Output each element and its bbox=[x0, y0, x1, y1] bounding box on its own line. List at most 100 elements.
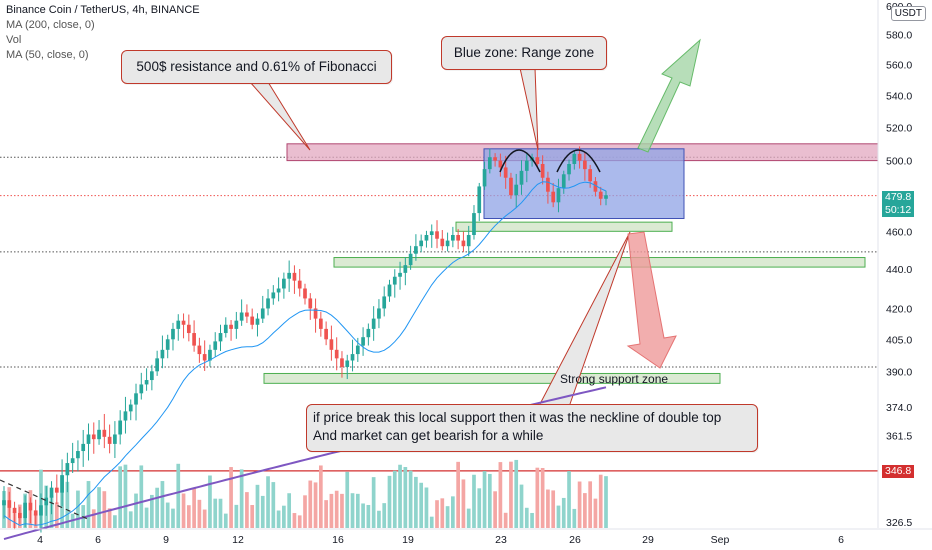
volume-bar bbox=[377, 510, 381, 528]
candle-body bbox=[514, 184, 519, 196]
candle-body bbox=[234, 320, 239, 329]
breakdown-pointer bbox=[539, 231, 631, 405]
candle-body bbox=[371, 318, 376, 329]
candle-body bbox=[429, 231, 434, 236]
candle-body bbox=[292, 272, 297, 281]
volume-bar bbox=[86, 481, 91, 528]
currency-button[interactable]: USDT bbox=[890, 6, 926, 21]
volume-bar bbox=[181, 493, 186, 528]
price-tick-label: 500.0 bbox=[886, 156, 912, 168]
candle-body bbox=[440, 238, 445, 247]
candle-body bbox=[382, 296, 387, 309]
candle-body bbox=[403, 265, 408, 273]
candle-body bbox=[546, 177, 550, 192]
candle-body bbox=[113, 434, 117, 444]
candle-body bbox=[260, 308, 265, 319]
candle-body bbox=[282, 278, 286, 289]
candle-body bbox=[318, 318, 323, 329]
candle-body bbox=[308, 298, 313, 309]
candle-body bbox=[387, 284, 392, 297]
volume-bar bbox=[524, 507, 529, 528]
ma50-line bbox=[3, 181, 607, 526]
prior-trend-line bbox=[0, 479, 91, 521]
candle-body bbox=[229, 324, 233, 329]
volume-bar bbox=[540, 467, 545, 528]
volume-bar bbox=[551, 490, 556, 528]
candle-body bbox=[493, 157, 497, 161]
volume-bar bbox=[424, 487, 429, 528]
candle-body bbox=[435, 231, 439, 239]
price-tick-label: 390.0 bbox=[886, 366, 912, 378]
candle-body bbox=[509, 177, 513, 196]
candle-body bbox=[155, 358, 159, 372]
volume-bar bbox=[134, 493, 138, 528]
candle-body bbox=[123, 411, 128, 421]
volume-bar bbox=[583, 493, 587, 528]
ma50-legend[interactable]: MA (50, close, 0) bbox=[6, 49, 89, 61]
volume-bar bbox=[429, 516, 434, 528]
volume-bar bbox=[165, 502, 170, 528]
price-tick-label: 460.0 bbox=[886, 226, 912, 238]
volume-bar bbox=[329, 493, 334, 528]
volume-bar bbox=[435, 500, 439, 528]
volume-bar bbox=[493, 491, 497, 528]
time-tick-label: 4 bbox=[37, 534, 43, 546]
volume-bar bbox=[345, 471, 350, 528]
candle-body bbox=[303, 288, 307, 299]
volume-bar bbox=[440, 498, 445, 528]
time-tick-label: 6 bbox=[838, 534, 844, 546]
candle-body bbox=[171, 328, 175, 340]
volume-bar bbox=[155, 487, 159, 528]
candle-body bbox=[70, 458, 75, 464]
candle-body bbox=[255, 318, 260, 325]
candle-body bbox=[377, 308, 381, 319]
candle-body bbox=[54, 487, 59, 493]
candle-body bbox=[39, 505, 43, 516]
resistance-pointer bbox=[249, 81, 311, 151]
time-tick-label: 26 bbox=[569, 534, 581, 546]
candle-body bbox=[297, 280, 302, 289]
volume-bar bbox=[245, 492, 249, 528]
vol-legend[interactable]: Vol bbox=[6, 34, 22, 46]
volume-bar bbox=[223, 513, 228, 528]
volume-bar bbox=[260, 495, 265, 528]
time-axis: 4 6 9 12 16 19 23 26 29 Sep 6 bbox=[0, 528, 932, 546]
time-tick-label: 23 bbox=[495, 534, 507, 546]
candle-body bbox=[239, 312, 244, 321]
candle-body bbox=[540, 164, 545, 178]
candle-body bbox=[424, 235, 429, 241]
candle-body bbox=[598, 191, 603, 199]
candle-body bbox=[355, 345, 360, 355]
volume-bar bbox=[113, 515, 117, 528]
candle-body bbox=[192, 333, 196, 346]
candle-body bbox=[134, 393, 138, 405]
candle-body bbox=[287, 272, 292, 279]
candle-body bbox=[181, 320, 186, 325]
candle-body bbox=[165, 339, 170, 350]
volume-bar bbox=[255, 484, 260, 528]
candle-body bbox=[208, 349, 212, 361]
volume-bar bbox=[234, 504, 239, 528]
time-tick-label: 6 bbox=[95, 534, 101, 546]
candle-body bbox=[97, 429, 101, 440]
candle-body bbox=[197, 345, 202, 355]
volume-bar bbox=[292, 513, 297, 528]
volume-bars bbox=[2, 459, 608, 528]
volume-bar bbox=[107, 508, 112, 528]
ma200-legend[interactable]: MA (200, close, 0) bbox=[6, 19, 95, 31]
candle-body bbox=[519, 170, 524, 185]
volume-bar bbox=[287, 493, 292, 528]
candle-body bbox=[266, 298, 270, 309]
volume-bar bbox=[350, 493, 355, 528]
local-support-zone bbox=[333, 257, 866, 268]
candle-body bbox=[408, 253, 413, 266]
volume-bar bbox=[266, 476, 270, 528]
candle-body bbox=[250, 316, 255, 325]
support-zone-label: Strong support zone bbox=[560, 372, 669, 386]
candle-body bbox=[60, 475, 64, 493]
volume-bar bbox=[324, 500, 328, 528]
candle-body bbox=[583, 160, 587, 170]
bearish-arrow bbox=[626, 231, 677, 369]
range-pointer bbox=[519, 67, 539, 151]
